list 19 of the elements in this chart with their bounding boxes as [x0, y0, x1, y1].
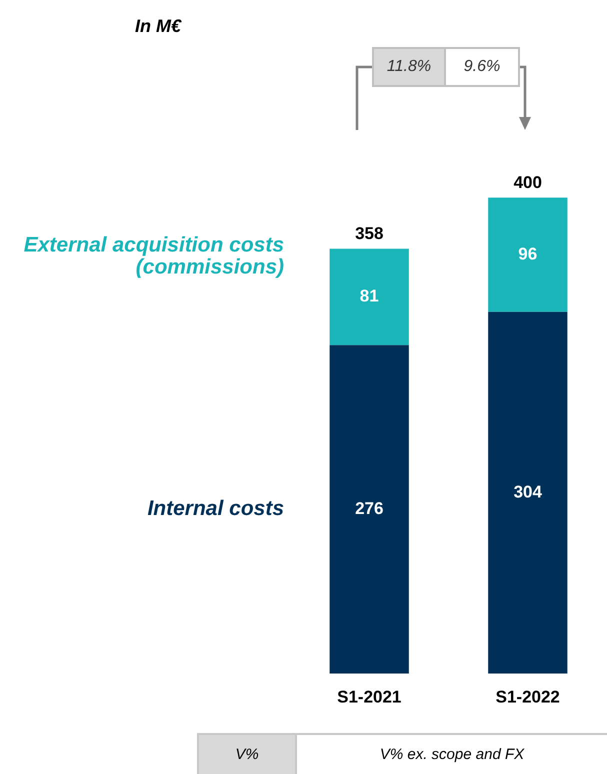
bar: [330, 345, 409, 674]
text: External acquisition costs (commissions): [24, 234, 284, 279]
bar: [488, 198, 568, 312]
text: In M€: [135, 16, 182, 37]
bar: [488, 312, 568, 674]
total-label: 358: [355, 224, 384, 243]
data-label: 276: [355, 499, 384, 518]
text: V% ex. scope and FX: [297, 733, 607, 774]
x-tick-label: S1-2021: [337, 687, 402, 706]
text: 9.6%: [446, 47, 520, 87]
text: V%: [197, 733, 297, 774]
data-label: 96: [518, 244, 538, 264]
total-label: 400: [514, 172, 542, 192]
x-tick-label: S1-2022: [496, 687, 560, 706]
text: Internal costs: [147, 497, 284, 520]
data-label: 81: [360, 286, 379, 306]
text: 11.8%: [372, 47, 446, 87]
data-label: 304: [514, 482, 542, 502]
bar: [330, 248, 409, 346]
